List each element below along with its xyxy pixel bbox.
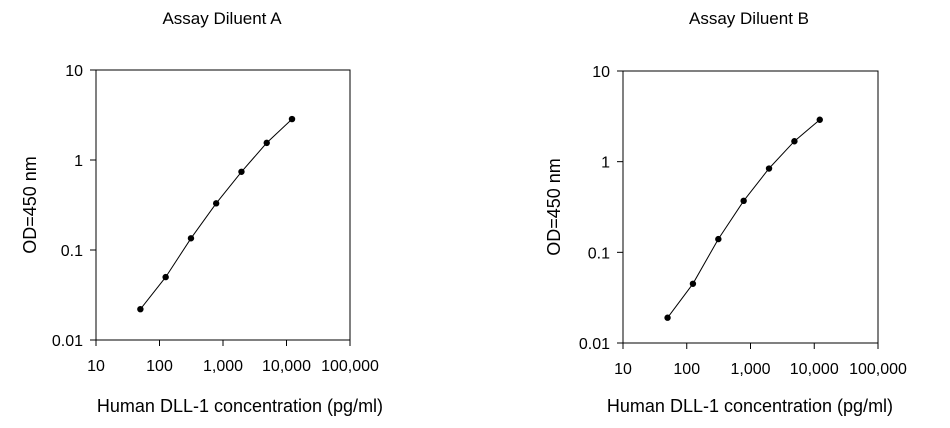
chart-b-title: Assay Diluent B <box>689 9 809 28</box>
chart-a-data-point <box>212 200 220 207</box>
chart-a-series-line <box>140 118 293 310</box>
chart-b-data-point <box>715 235 722 243</box>
chart-a-data-point <box>288 115 296 123</box>
chart-b-data-point <box>740 197 747 205</box>
chart-b-y-axis-label: OD=450 nm <box>544 158 564 256</box>
chart-b-x-axis-label: Human DLL-1 concentration (pg/ml) <box>607 396 893 416</box>
chart-a-data-point <box>162 273 169 281</box>
chart-b-y-tick-label: 0.1 <box>588 245 610 262</box>
chart-a-x-tick-label: 100,000 <box>321 358 379 375</box>
chart-b-plot-frame <box>622 70 879 344</box>
chart-b-x-tick-label: 10 <box>614 361 632 378</box>
chart-b-y-tick-label: 0.01 <box>579 336 610 353</box>
chart-b-data-point <box>664 314 671 321</box>
chart-a-data-point <box>137 305 144 313</box>
chart-a-x-tick-label: 1,000 <box>203 358 243 375</box>
chart-a-x-axis-label: Human DLL-1 concentration (pg/ml) <box>97 396 383 416</box>
chart-a-y-tick-label: 0.01 <box>52 333 83 350</box>
chart-a-data-point <box>238 168 245 175</box>
chart-a-y-tick-label: 1 <box>74 153 83 170</box>
chart-a-data-point <box>187 235 195 242</box>
chart-a-svg: Assay Diluent A 0.01 0.1 1 10 10 100 1,000 10,00… <box>20 9 383 416</box>
chart-a-x-tick-label: 10,000 <box>262 358 311 375</box>
chart-a-plot-frame <box>95 69 351 341</box>
chart-b-data-point <box>791 138 798 145</box>
chart-a-y-tick-label: 10 <box>65 63 83 80</box>
chart-b-y-tick-label: 1 <box>601 155 610 172</box>
chart-a-y-tick-label: 0.1 <box>61 243 83 260</box>
chart-a-y-axis-label: OD=450 nm <box>20 156 40 254</box>
chart-panel-a: Assay Diluent A 0.01 0.1 1 10 10 100 1,000 10,00… <box>20 9 383 416</box>
chart-b-data-point <box>816 116 823 123</box>
chart-b-series-line <box>667 119 821 318</box>
chart-b-data-point <box>689 280 697 287</box>
chart-b-data-point <box>765 165 773 172</box>
chart-a-x-tick-label: 10 <box>87 358 105 375</box>
chart-b-x-tick-label: 100,000 <box>849 361 907 378</box>
chart-b-x-tick-label: 100 <box>673 361 700 378</box>
chart-a-title: Assay Diluent A <box>162 9 282 28</box>
chart-b-x-tick-label: 1,000 <box>730 361 770 378</box>
chart-a-x-tick-label: 100 <box>146 358 173 375</box>
chart-panel-b: Assay Diluent B 0.01 0.1 1 10 10 100 1,000 10,00… <box>475 0 950 428</box>
chart-b-y-tick-label: 10 <box>592 64 610 81</box>
chart-b-x-tick-label: 10,000 <box>790 361 839 378</box>
chart-b-svg: Assay Diluent B 0.01 0.1 1 10 10 100 1,000 10,00… <box>544 9 907 416</box>
chart-a-data-point <box>263 139 270 147</box>
